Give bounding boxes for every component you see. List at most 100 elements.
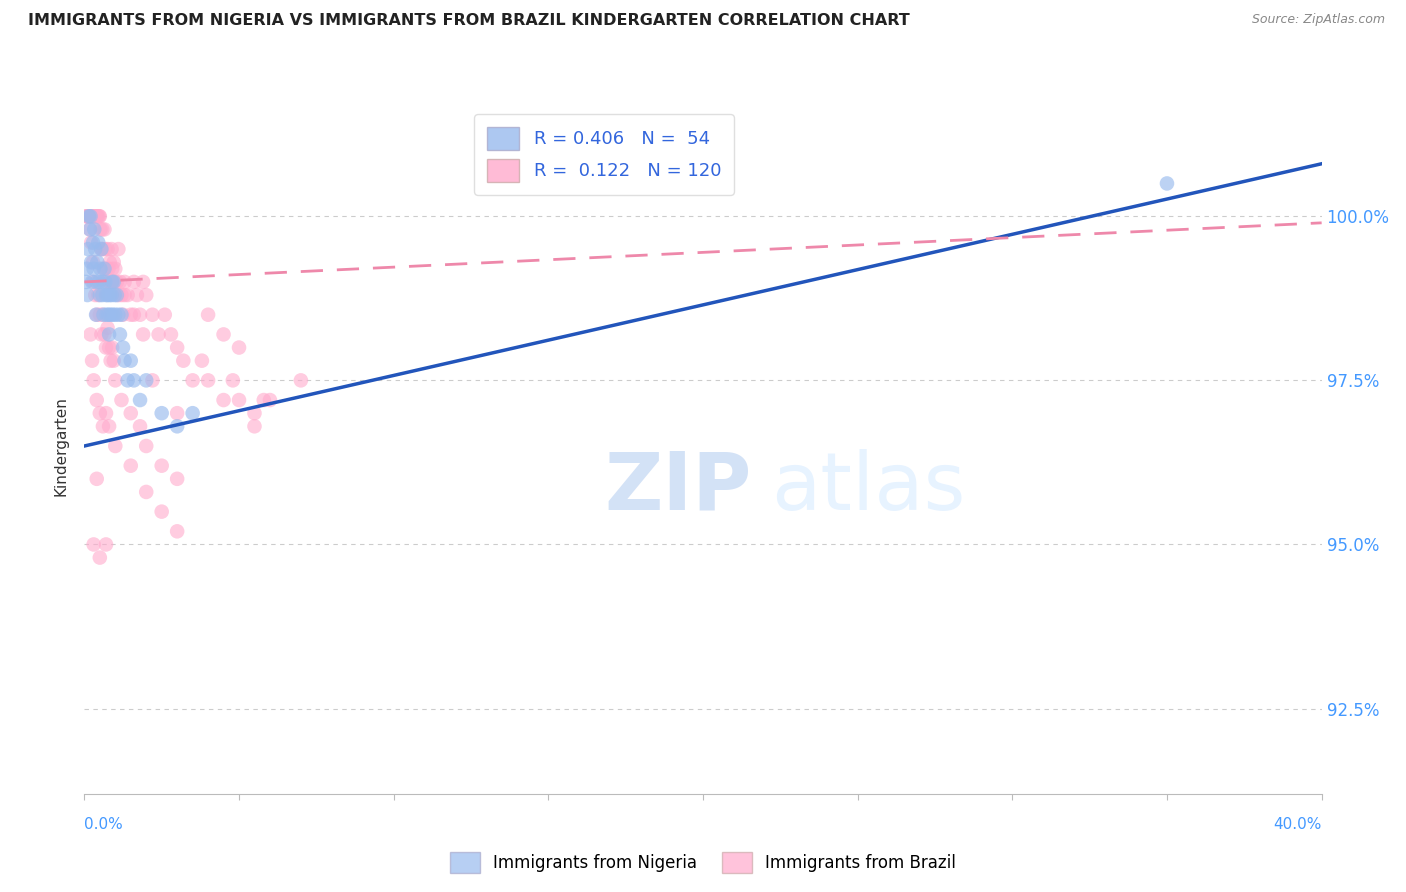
Point (103, 275, 125, 289)
Point (104, 439, 127, 453)
Point (100, 353, 122, 368)
Point (148, 327, 170, 342)
Point (79, 209, 101, 223)
Point (79, 209, 101, 223)
Point (243, 419, 266, 434)
Point (93, 308, 115, 322)
Point (82, 255, 104, 269)
Point (114, 353, 136, 368)
Point (79, 209, 101, 223)
Point (228, 341, 250, 355)
Point (94, 341, 117, 355)
Point (77, 209, 100, 223)
Point (129, 392, 152, 407)
Point (84, 242, 107, 256)
Point (89, 209, 111, 223)
Point (104, 275, 127, 289)
Point (83, 209, 105, 223)
Point (91, 308, 114, 322)
Point (76, 288, 98, 302)
Point (93, 261, 115, 276)
Point (86, 392, 108, 407)
Point (94, 242, 117, 256)
Point (82, 235, 104, 250)
Point (87, 235, 110, 250)
Point (82, 209, 104, 223)
Point (112, 308, 135, 322)
Point (290, 373, 312, 387)
Point (90, 327, 112, 342)
Point (98, 255, 121, 269)
Point (89, 550, 111, 565)
Point (84, 288, 107, 302)
Text: atlas: atlas (770, 449, 966, 527)
Point (135, 288, 157, 302)
Point (222, 373, 245, 387)
Point (84, 209, 107, 223)
Point (86, 209, 108, 223)
Point (166, 524, 188, 539)
Point (86, 209, 108, 223)
Point (117, 288, 139, 302)
Point (93, 261, 115, 276)
Point (135, 373, 157, 387)
Point (122, 373, 145, 387)
Point (83, 261, 105, 276)
Point (94, 261, 117, 276)
Point (103, 255, 125, 269)
Point (76, 209, 98, 223)
Point (98, 288, 121, 302)
Point (129, 419, 152, 434)
Point (228, 392, 250, 407)
Point (98, 341, 121, 355)
Point (83, 373, 105, 387)
Point (101, 275, 124, 289)
Point (141, 308, 163, 322)
Point (117, 373, 139, 387)
Point (86, 472, 108, 486)
Point (181, 373, 204, 387)
Point (90, 242, 112, 256)
Point (82, 353, 104, 368)
Point (129, 308, 152, 322)
Point (120, 353, 142, 368)
Point (150, 505, 173, 519)
Point (91, 242, 114, 256)
Point (79, 222, 101, 236)
Point (153, 308, 176, 322)
Point (166, 472, 188, 486)
Point (120, 308, 142, 322)
Point (100, 275, 122, 289)
Text: IMMIGRANTS FROM NIGERIA VS IMMIGRANTS FROM BRAZIL KINDERGARTEN CORRELATION CHART: IMMIGRANTS FROM NIGERIA VS IMMIGRANTS FR… (28, 13, 910, 29)
Point (212, 327, 235, 342)
Point (84, 209, 107, 223)
Point (77, 209, 100, 223)
Text: 0.0%: 0.0% (84, 817, 124, 832)
Point (89, 222, 111, 236)
Point (76, 209, 98, 223)
Point (1156, 177, 1178, 191)
Point (83, 537, 105, 551)
Point (100, 242, 122, 256)
Point (107, 288, 129, 302)
Point (101, 261, 124, 276)
Point (125, 288, 148, 302)
Point (93, 327, 115, 342)
Point (98, 275, 121, 289)
Point (166, 406, 188, 420)
Point (122, 275, 145, 289)
Point (141, 373, 163, 387)
Text: Source: ZipAtlas.com: Source: ZipAtlas.com (1251, 13, 1385, 27)
Point (75, 275, 97, 289)
Point (91, 222, 114, 236)
Point (110, 392, 132, 407)
Point (77, 242, 100, 256)
Point (101, 275, 124, 289)
Point (80, 255, 103, 269)
Point (104, 308, 127, 322)
Point (75, 209, 97, 223)
Legend: Immigrants from Nigeria, Immigrants from Brazil: Immigrants from Nigeria, Immigrants from… (443, 846, 963, 880)
Point (110, 308, 132, 322)
Point (91, 275, 114, 289)
Point (132, 327, 155, 342)
